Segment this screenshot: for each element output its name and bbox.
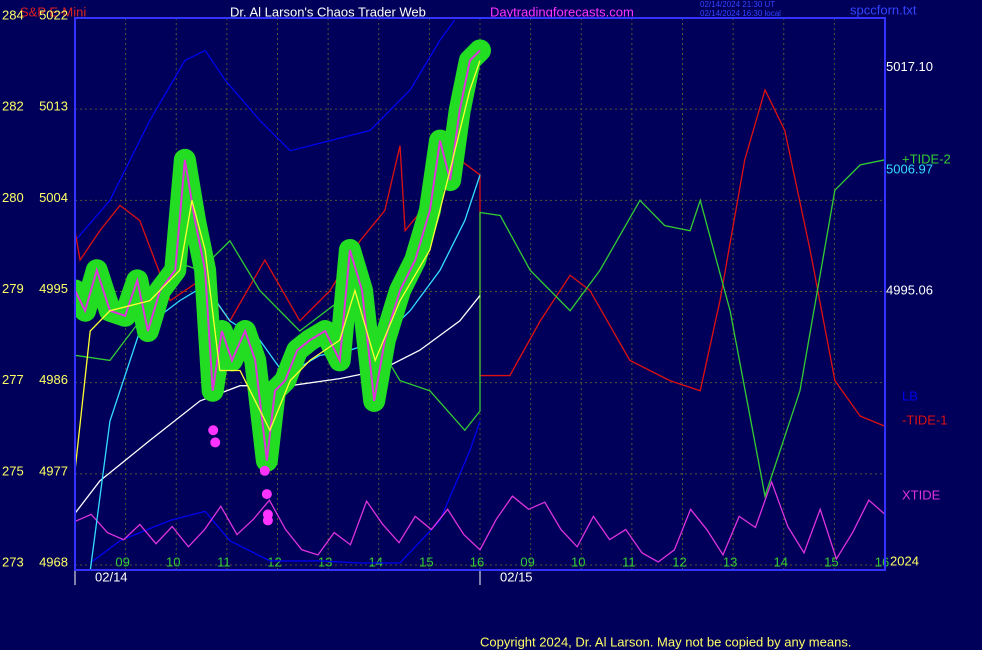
x-tick-label: 14	[369, 554, 383, 569]
x-tick-label: 11	[217, 554, 231, 569]
y-alt-label: 282	[2, 99, 24, 114]
y-tick-label: 5004	[39, 190, 68, 205]
time-local: 02/14/2024 16:30 local	[700, 9, 781, 18]
legend-label: +TIDE-2	[902, 151, 951, 166]
y-tick-label: 5022	[39, 7, 68, 22]
y-tick-label: 4995	[39, 281, 68, 296]
y-tick-label: 4986	[39, 372, 68, 387]
y-alt-label: 277	[2, 372, 24, 387]
series-line	[75, 19, 456, 242]
x-tick-label: 16	[470, 554, 484, 569]
legend-label: LB	[902, 388, 918, 403]
marker	[259, 465, 270, 476]
y-alt-label: 279	[2, 281, 24, 296]
x-tick-label: 09	[115, 554, 129, 569]
y-alt-label: 284	[2, 7, 24, 22]
series-line	[75, 49, 481, 461]
x-tick-label: 10	[166, 554, 180, 569]
site-title: Dr. Al Larson's Chaos Trader Web	[230, 4, 426, 19]
x-tick-label: 12	[267, 554, 281, 569]
date-label: 02/15	[500, 569, 533, 584]
x-tick-label: 16	[875, 554, 889, 569]
marker	[262, 515, 273, 526]
time-ut: 02/14/2024 21:30 UT	[700, 0, 775, 9]
file-name: spccforn.txt	[850, 2, 917, 17]
x-tick-label: 09	[520, 554, 534, 569]
price-label: 5017.10	[886, 59, 933, 74]
marker	[208, 425, 219, 436]
x-tick-label: 15	[419, 554, 433, 569]
x-tick-label: 14	[774, 554, 788, 569]
price-label: 4995.06	[886, 282, 933, 297]
y-alt-label: 273	[2, 554, 24, 569]
plot-border	[74, 17, 886, 571]
year: 2024	[890, 553, 919, 568]
legend-label: -TIDE-1	[902, 412, 948, 427]
marker	[210, 437, 221, 448]
price-label: 5006.97	[886, 162, 933, 177]
series-line	[75, 480, 885, 563]
url: Daytradingforecasts.com	[490, 4, 634, 19]
plot: 5022 284 5013 282 5004 280 4995 279 4986 277 4977 2…	[2, 7, 951, 585]
legend-label: XTIDE	[902, 487, 941, 502]
x-tick-label: 11	[622, 554, 636, 569]
series-line	[75, 60, 481, 471]
instrument: S&P E-Mini	[20, 4, 86, 19]
series-line	[75, 88, 885, 427]
x-tick-label: 12	[672, 554, 686, 569]
date-label: 02/14	[95, 569, 128, 584]
y-alt-label: 280	[2, 190, 24, 205]
copyright: Copyright 2024, Dr. Al Larson. May not b…	[480, 634, 851, 649]
x-tick-label: 15	[824, 554, 838, 569]
marker	[261, 489, 272, 500]
series-line	[89, 420, 481, 564]
y-tick-label: 5013	[39, 99, 68, 114]
x-tick-label: 10	[571, 554, 585, 569]
x-tick-label: 13	[318, 554, 332, 569]
y-alt-label: 275	[2, 463, 24, 478]
x-tick-label: 13	[723, 554, 737, 569]
series-line	[75, 159, 885, 499]
y-tick-label: 4968	[39, 554, 68, 569]
y-tick-label: 4977	[39, 463, 68, 478]
